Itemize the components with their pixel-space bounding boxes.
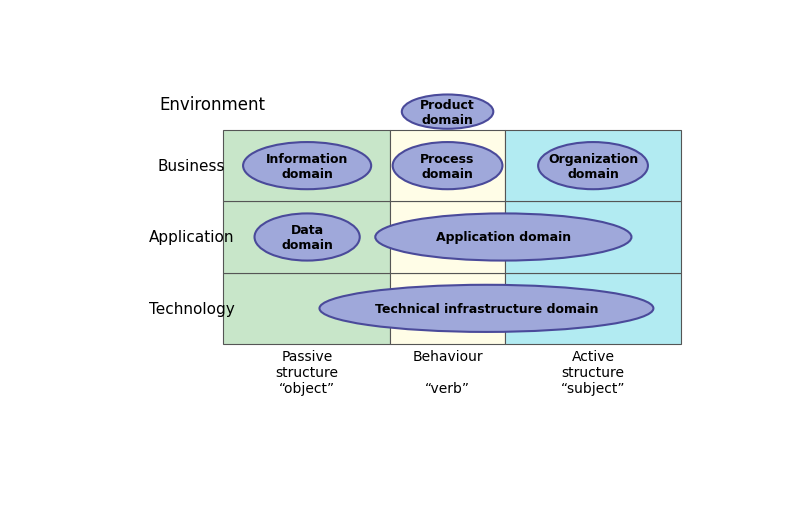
- Text: Organization
domain: Organization domain: [548, 153, 638, 180]
- Ellipse shape: [243, 143, 371, 190]
- Bar: [504, 273, 681, 344]
- Ellipse shape: [402, 95, 493, 129]
- Text: Environment: Environment: [159, 96, 265, 114]
- Text: Information
domain: Information domain: [266, 153, 349, 180]
- Text: Application domain: Application domain: [436, 231, 571, 244]
- Ellipse shape: [320, 285, 653, 332]
- Text: Technical infrastructure domain: Technical infrastructure domain: [375, 302, 598, 315]
- Text: Application: Application: [149, 230, 235, 245]
- Bar: [224, 202, 390, 273]
- Ellipse shape: [538, 143, 648, 190]
- Text: Behaviour

“verb”: Behaviour “verb”: [412, 349, 483, 395]
- Bar: [504, 131, 681, 202]
- Ellipse shape: [393, 143, 502, 190]
- Text: Passive
structure
“object”: Passive structure “object”: [275, 349, 338, 395]
- Text: Process
domain: Process domain: [420, 153, 475, 180]
- Bar: [390, 273, 504, 344]
- Ellipse shape: [254, 214, 360, 261]
- Text: Data
domain: Data domain: [281, 224, 333, 251]
- Text: Product
domain: Product domain: [420, 98, 475, 126]
- Bar: [390, 202, 504, 273]
- Text: Business: Business: [157, 159, 225, 174]
- Bar: [504, 202, 681, 273]
- Bar: [224, 131, 390, 202]
- Text: Active
structure
“subject”: Active structure “subject”: [561, 349, 626, 395]
- Bar: [390, 131, 504, 202]
- Bar: [224, 273, 390, 344]
- Text: Technology: Technology: [149, 301, 235, 316]
- Ellipse shape: [375, 214, 631, 261]
